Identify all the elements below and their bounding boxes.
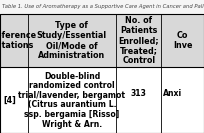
Text: Type of
Study/Essential
Oil/Mode of
Administration: Type of Study/Essential Oil/Mode of Admi… xyxy=(37,21,107,60)
Bar xyxy=(0,14,204,67)
Text: Wright & Arn.: Wright & Arn. xyxy=(42,120,102,128)
Text: Co
Inve: Co Inve xyxy=(173,31,192,50)
Text: Reference
Citations: Reference Citations xyxy=(0,31,37,50)
Text: 313: 313 xyxy=(131,89,147,98)
Text: trial/lavender, bergamot: trial/lavender, bergamot xyxy=(18,91,125,100)
Text: Anxi: Anxi xyxy=(163,89,182,98)
Text: [4]: [4] xyxy=(3,96,16,105)
Text: (Citrus aurantium L.: (Citrus aurantium L. xyxy=(28,100,116,109)
Bar xyxy=(0,0,204,14)
Text: No. of
Patients
Enrolled;
Treated;
Control: No. of Patients Enrolled; Treated; Contr… xyxy=(118,16,159,65)
Bar xyxy=(0,67,204,133)
Text: Table 1. Use of Aromatherapy as a Supportive Care Agent in Cancer and Palliative: Table 1. Use of Aromatherapy as a Suppor… xyxy=(2,5,204,9)
Text: randomized control: randomized control xyxy=(29,81,115,90)
Bar xyxy=(0,14,204,133)
Text: ssp. bergamia [Risso]: ssp. bergamia [Risso] xyxy=(24,110,120,119)
Text: Double-blind: Double-blind xyxy=(44,72,100,81)
